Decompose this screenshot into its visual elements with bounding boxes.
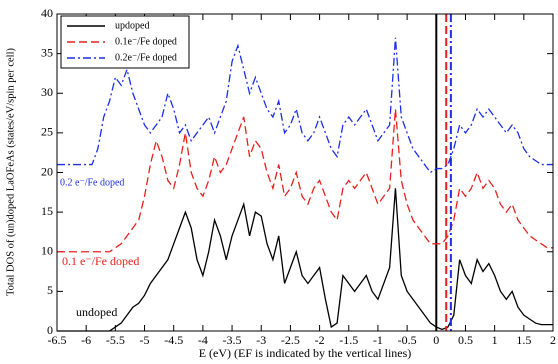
x-axis-label: E (eV) (EF is indicated by the vertical … — [199, 346, 412, 360]
y-tick-label: 0 — [47, 323, 53, 337]
x-tick-label: 1.5 — [516, 333, 531, 347]
y-tick-label: 40 — [41, 6, 53, 20]
x-tick-label: -1.5 — [339, 333, 358, 347]
annotation: 0.2 e⁻/Fe doped — [60, 177, 124, 188]
legend-label: updoped — [115, 20, 149, 31]
series-line — [57, 37, 553, 174]
x-tick-label: 2 — [550, 333, 556, 347]
x-tick-label: 0.5 — [458, 333, 473, 347]
x-tick-label: -2 — [315, 333, 325, 347]
plot-frame — [56, 13, 554, 332]
x-tick-label: -5 — [140, 333, 150, 347]
series-line — [57, 188, 553, 332]
x-tick-label: -4.5 — [164, 333, 183, 347]
x-tick-label: -3 — [256, 333, 266, 347]
legend-label: 0.2e⁻/Fe doped — [115, 52, 177, 63]
y-tick-label: 20 — [41, 164, 53, 178]
x-tick-label: -6.5 — [48, 333, 67, 347]
x-tick-label: 1 — [492, 333, 498, 347]
x-tick-label: -1 — [373, 333, 383, 347]
x-tick-label: -5.5 — [106, 333, 125, 347]
x-tick-label: -2.5 — [281, 333, 300, 347]
annotation: 0.1 e⁻/Fe doped — [62, 254, 139, 268]
y-tick-label: 25 — [41, 125, 53, 139]
x-tick-label: -4 — [198, 333, 208, 347]
legend-label: 0.1e⁻/Fe doped — [115, 36, 177, 47]
x-tick-label: -0.5 — [398, 333, 417, 347]
y-tick-label: 15 — [41, 204, 53, 218]
y-tick-label: 35 — [41, 45, 53, 59]
y-tick-label: 10 — [41, 244, 53, 258]
y-tick-label: 5 — [47, 283, 53, 297]
annotation: undoped — [76, 305, 117, 319]
x-tick-label: -3.5 — [223, 333, 242, 347]
y-axis-label: Total DOS of (un)doped LaOFeAs (states/e… — [5, 48, 16, 296]
x-tick-label: 0 — [433, 333, 439, 347]
series-line — [57, 109, 553, 253]
y-tick-label: 30 — [41, 85, 53, 99]
x-tick-label: -6 — [81, 333, 91, 347]
